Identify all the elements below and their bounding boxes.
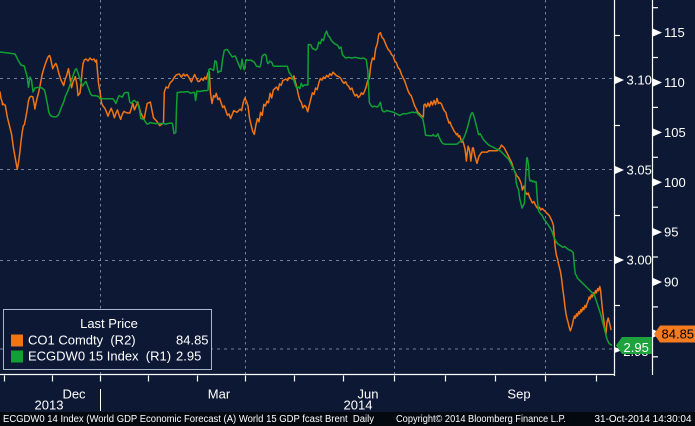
svg-text:Jun: Jun <box>358 387 379 402</box>
svg-text:115: 115 <box>664 25 685 40</box>
svg-text:95: 95 <box>664 225 678 240</box>
svg-text:90: 90 <box>664 275 678 290</box>
svg-text:Dec: Dec <box>62 387 86 402</box>
svg-text:Sep: Sep <box>507 387 530 402</box>
svg-text:3.05: 3.05 <box>627 163 652 178</box>
svg-text:Mar: Mar <box>208 387 231 402</box>
svg-text:ECGDW0 14 Index (World GDP Eco: ECGDW0 14 Index (World GDP Economic Fore… <box>3 414 374 425</box>
svg-text:2013: 2013 <box>35 398 64 413</box>
svg-text:84.85: 84.85 <box>176 333 209 348</box>
svg-text:2.95: 2.95 <box>176 349 201 364</box>
svg-text:31-Oct-2014 14:30:04: 31-Oct-2014 14:30:04 <box>595 414 692 425</box>
svg-text:100: 100 <box>664 175 686 190</box>
svg-text:105: 105 <box>664 125 686 140</box>
svg-text:Last Price: Last Price <box>80 316 138 331</box>
svg-text:84.85: 84.85 <box>662 327 695 342</box>
svg-text:3.10: 3.10 <box>627 73 652 88</box>
svg-text:2014: 2014 <box>344 398 373 413</box>
svg-text:2.95: 2.95 <box>624 340 649 355</box>
svg-text:CO1 Comdty (R2): CO1 Comdty (R2) <box>28 333 136 348</box>
svg-text:Copyright© 2014 Bloomberg Fina: Copyright© 2014 Bloomberg Finance L.P. <box>396 414 566 425</box>
svg-text:ECGDW0 15 Index (R1): ECGDW0 15 Index (R1) <box>28 349 171 364</box>
svg-text:110: 110 <box>664 75 685 90</box>
svg-text:3.00: 3.00 <box>627 253 652 268</box>
